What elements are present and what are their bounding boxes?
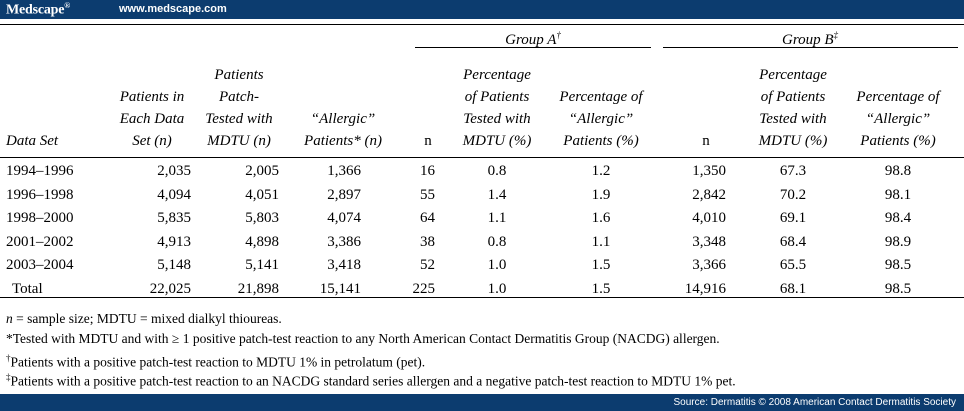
table-cell: 1.6 [591, 210, 611, 227]
top-rule [0, 24, 964, 25]
table-cell: 67.3 [779, 163, 807, 179]
table-cell: 2,897 [327, 186, 361, 203]
table-cell: 98.4 [884, 210, 912, 227]
header-rule [0, 157, 964, 158]
table-cell: 1.1 [487, 210, 507, 227]
table-cell: 5,141 [245, 257, 279, 274]
table-cell: 4,010 [692, 210, 726, 227]
table-cell: 70.2 [779, 186, 807, 203]
table-cell: 3,348 [692, 233, 726, 250]
table-cell: 1.5 [591, 281, 611, 297]
table-cell: 4,898 [245, 233, 279, 250]
table-cell: 98.5 [884, 281, 912, 297]
col-b-pct-mdtu: Percentage of Patients Tested with MDTU … [758, 67, 828, 149]
table-cell: 4,913 [157, 233, 191, 250]
row-label: 1994–1996 [6, 163, 74, 179]
table-cell: 2,035 [157, 163, 191, 179]
table-cell: 1.1 [591, 233, 611, 250]
table-cell: 14,916 [684, 281, 726, 297]
table-cell: 1,350 [692, 163, 726, 179]
table-cell: 4,094 [157, 186, 191, 203]
row-label: 2003–2004 [6, 257, 74, 274]
col-allergic: “Allergic” Patients* (n) [304, 111, 382, 149]
row-label: 2001–2002 [6, 233, 74, 250]
table-cell: 1.4 [487, 186, 507, 203]
table-cell: 225 [412, 281, 436, 297]
table-cell: 0.8 [487, 163, 507, 179]
group-a-header: Group A† [505, 30, 561, 48]
table-cell: 98.9 [884, 233, 912, 250]
col-patients-mdtu: Patients Patch- Tested with MDTU (n) [205, 67, 273, 149]
table-cell: 1.0 [487, 257, 507, 274]
footnote-star: *Tested with MDTU and with ≥ 1 positive … [6, 331, 720, 346]
row-label: 1996–1998 [6, 186, 74, 203]
group-a-rule [415, 47, 651, 48]
col-a-n: n [424, 133, 432, 149]
table-cell: 65.5 [779, 257, 807, 274]
table-cell: 64 [420, 210, 435, 227]
col-b-n: n [702, 133, 710, 149]
table-cell: 98.1 [884, 186, 912, 203]
table-cell: 5,835 [157, 210, 191, 227]
table-cell: 22,025 [149, 281, 191, 297]
table-cell: 4,051 [245, 186, 279, 203]
source-credit: Source: Dermatitis © 2008 American Conta… [673, 397, 956, 408]
table-cell: 21,898 [237, 281, 279, 297]
footer-bar: Source: Dermatitis © 2008 American Conta… [0, 394, 964, 411]
table-cell: 38 [420, 233, 435, 250]
table-cell: 1.9 [591, 186, 611, 203]
table-cell: 1.2 [591, 163, 611, 179]
table-cell: 68.1 [779, 281, 807, 297]
header-bar: Medscape® www.medscape.com [0, 0, 964, 19]
col-data-set: Data Set [6, 133, 59, 149]
table-cell: 68.4 [779, 233, 807, 250]
table-cell: 15,141 [319, 281, 361, 297]
col-patients-each: Patients in Each Data Set (n) [119, 89, 185, 149]
table-cell: 1,366 [327, 163, 361, 179]
table-cell: 52 [420, 257, 435, 274]
table-cell: 3,418 [327, 257, 361, 274]
footnote-n: n = sample size; MDTU = mixed dialkyl th… [6, 311, 282, 326]
table-cell: 3,366 [692, 257, 726, 274]
table-cell: 55 [420, 186, 435, 203]
site-url[interactable]: www.medscape.com [119, 3, 227, 15]
table-cell: 2,842 [692, 186, 726, 203]
col-a-pct-allergic: Percentage of “Allergic” Patients (%) [559, 89, 643, 149]
group-b-rule [663, 47, 958, 48]
row-label: 1998–2000 [6, 210, 74, 227]
medscape-logo[interactable]: Medscape® [6, 1, 71, 18]
table-cell: 98.8 [884, 163, 912, 179]
table-cell: 5,803 [245, 210, 279, 227]
table-cell: 1.5 [591, 257, 611, 274]
row-label: Total [12, 281, 43, 297]
group-b-header: Group B‡ [781, 30, 839, 48]
table-cell: 2,005 [245, 163, 279, 179]
col-a-pct-mdtu: Percentage of Patients Tested with MDTU … [462, 67, 532, 149]
col-b-pct-allergic: Percentage of “Allergic” Patients (%) [856, 89, 940, 149]
table-cell: 4,074 [327, 210, 361, 227]
table-cell: 3,386 [327, 233, 361, 250]
table-cell: 5,148 [157, 257, 191, 274]
table-cell: 69.1 [779, 210, 807, 227]
footnote-dagger: †Patients with a positive patch-test rea… [6, 353, 426, 370]
table-cell: 0.8 [487, 233, 507, 250]
footnote-ddagger: ‡Patients with a positive patch-test rea… [6, 372, 736, 389]
table-cell: 98.5 [884, 257, 912, 274]
bottom-rule [0, 297, 964, 298]
table-cell: 1.0 [487, 281, 507, 297]
table-cell: 16 [420, 163, 435, 179]
